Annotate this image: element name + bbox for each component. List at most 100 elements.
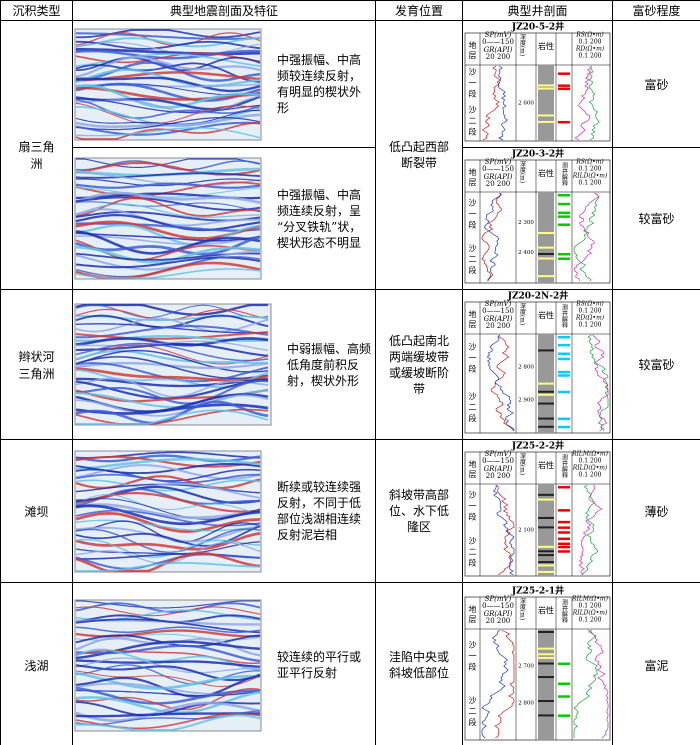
log-curve bbox=[573, 192, 599, 282]
seismic-desc: 中强振幅、中高频连续反射，呈“分叉铁轨”状，楔状形态不明显 bbox=[277, 187, 362, 250]
log-label: 地层 bbox=[468, 167, 477, 188]
well-cell: JZ20-5-2井 地层 SP(mV) 0——150 GR(API) 20 200 深度(m… bbox=[462, 20, 613, 148]
seismic-reflector bbox=[75, 83, 261, 109]
lithology-bed bbox=[537, 630, 554, 633]
lithology-bed bbox=[537, 647, 554, 650]
log-label: 0——150 bbox=[482, 307, 514, 315]
seismic-reflector bbox=[75, 304, 269, 319]
seismic-desc: 中弱振幅、高频低角度前积反射，楔状外形 bbox=[287, 341, 372, 388]
interp-bed bbox=[557, 520, 570, 524]
seismic-reflector bbox=[75, 113, 261, 128]
lithology-bed bbox=[537, 231, 554, 234]
seismic-reflector bbox=[75, 686, 261, 705]
seismic-reflector bbox=[75, 268, 261, 279]
log-label: 2 400 bbox=[518, 250, 534, 256]
seismic-reflector bbox=[75, 409, 269, 425]
lithology-bed bbox=[537, 554, 554, 557]
log-label: 地层 bbox=[468, 604, 477, 625]
interp-bed bbox=[557, 370, 570, 374]
seismic-reflector bbox=[75, 493, 261, 514]
log-label: 0.1 200 bbox=[578, 166, 601, 173]
log-curve bbox=[497, 65, 508, 141]
log-curve bbox=[581, 484, 598, 576]
log-label: 地层 bbox=[468, 40, 477, 61]
interp-bed bbox=[557, 531, 570, 534]
log-label: RS(Ω•m) bbox=[575, 159, 604, 166]
interp-bed bbox=[557, 417, 570, 421]
seismic-reflector bbox=[75, 674, 261, 698]
seismic-cell: 较连续的平行或亚平行反射 bbox=[72, 582, 376, 745]
log-label: 沙二段 bbox=[468, 106, 477, 139]
seismic-reflector bbox=[75, 121, 261, 136]
log-label: 沙一段 bbox=[468, 342, 477, 375]
interp-bed bbox=[557, 336, 570, 339]
interp-bed bbox=[557, 526, 570, 529]
seismic-reflector bbox=[76, 340, 269, 352]
seismic-reflector bbox=[75, 323, 269, 334]
lithology-bed bbox=[537, 561, 554, 564]
log-label: 0.1 200 bbox=[578, 472, 601, 479]
richness: 较富砂 bbox=[612, 289, 700, 440]
seismic-reflector bbox=[75, 367, 269, 382]
log-label: 深度(m) bbox=[518, 597, 525, 620]
log-label: 2 600 bbox=[518, 101, 534, 107]
seismic-reflector bbox=[75, 552, 261, 570]
interp-bed bbox=[557, 390, 570, 394]
type: 扇三角洲 bbox=[18, 140, 55, 171]
interp-bed bbox=[557, 682, 570, 685]
log-label: JZ25-2-1井 bbox=[510, 585, 563, 597]
seismic-reflector bbox=[75, 203, 261, 219]
interp-bed bbox=[557, 84, 570, 87]
log-label: SP(mV) bbox=[484, 595, 511, 603]
log-curve bbox=[573, 629, 598, 738]
log-label: 沙二段 bbox=[468, 537, 477, 570]
interp-bed bbox=[557, 215, 570, 218]
well-cell: JZ25-2-2井 地层 SP(mV) 0——150 GR(API) 20 200 深度(m… bbox=[462, 439, 613, 583]
log-label: GR(API) bbox=[483, 610, 512, 618]
log-curve bbox=[481, 65, 501, 141]
seismic-reflector bbox=[75, 701, 261, 722]
log-label: GR(API) bbox=[483, 46, 512, 54]
seismic-reflector bbox=[75, 232, 261, 242]
seismic-reflector bbox=[75, 349, 269, 364]
log-label: JZ20-2N-2井 bbox=[506, 290, 568, 302]
log-label: 深度(m) bbox=[518, 302, 525, 325]
log-label: 0——150 bbox=[482, 38, 514, 46]
seismic-desc: 中强振幅、中高频较连续反射，有明显的楔状外形 bbox=[277, 53, 362, 115]
log-curve bbox=[586, 334, 608, 432]
seismic-reflector bbox=[75, 214, 261, 232]
seismic-reflector bbox=[75, 178, 261, 187]
seismic-reflector bbox=[75, 172, 261, 179]
log-label: 深度(m) bbox=[518, 33, 525, 56]
location: 低凸起西部断裂带 bbox=[375, 20, 463, 290]
lithology-bed bbox=[537, 275, 554, 278]
seismic-reflector bbox=[75, 700, 260, 716]
interp-bed bbox=[557, 374, 570, 377]
log-label: RILM(Ω•m) bbox=[571, 595, 609, 602]
seismic-reflector bbox=[75, 36, 261, 47]
seismic-reflector bbox=[75, 527, 261, 553]
log-label: 0——150 bbox=[482, 457, 514, 465]
seismic-reflector bbox=[75, 196, 261, 211]
log-label: 2 300 bbox=[518, 220, 534, 226]
interp-bed bbox=[557, 713, 570, 717]
seismic-reflector bbox=[75, 663, 261, 685]
header-cell: 富砂程度 bbox=[612, 0, 700, 21]
log-label: JZ20-3-2井 bbox=[510, 148, 563, 160]
lithology-bed bbox=[537, 675, 554, 678]
log-curve bbox=[587, 65, 600, 141]
well-cell: JZ20-3-2井 地层 SP(mV) 0——150 GR(API) 20 200 深度(m… bbox=[462, 147, 613, 290]
interp-bed bbox=[557, 509, 570, 512]
log-label: 2 700 bbox=[518, 663, 534, 669]
location: 斜坡带高部位、水下低隆区 bbox=[375, 439, 463, 583]
header-cell: 典型地震剖面及特征 bbox=[72, 0, 376, 21]
log-label: RS(Ω•m) bbox=[575, 32, 604, 39]
seismic-reflector bbox=[75, 116, 261, 130]
type: 滩坝 bbox=[24, 504, 49, 519]
log-label: RD(Ω•m) bbox=[574, 315, 604, 322]
interp-bed bbox=[557, 537, 570, 541]
